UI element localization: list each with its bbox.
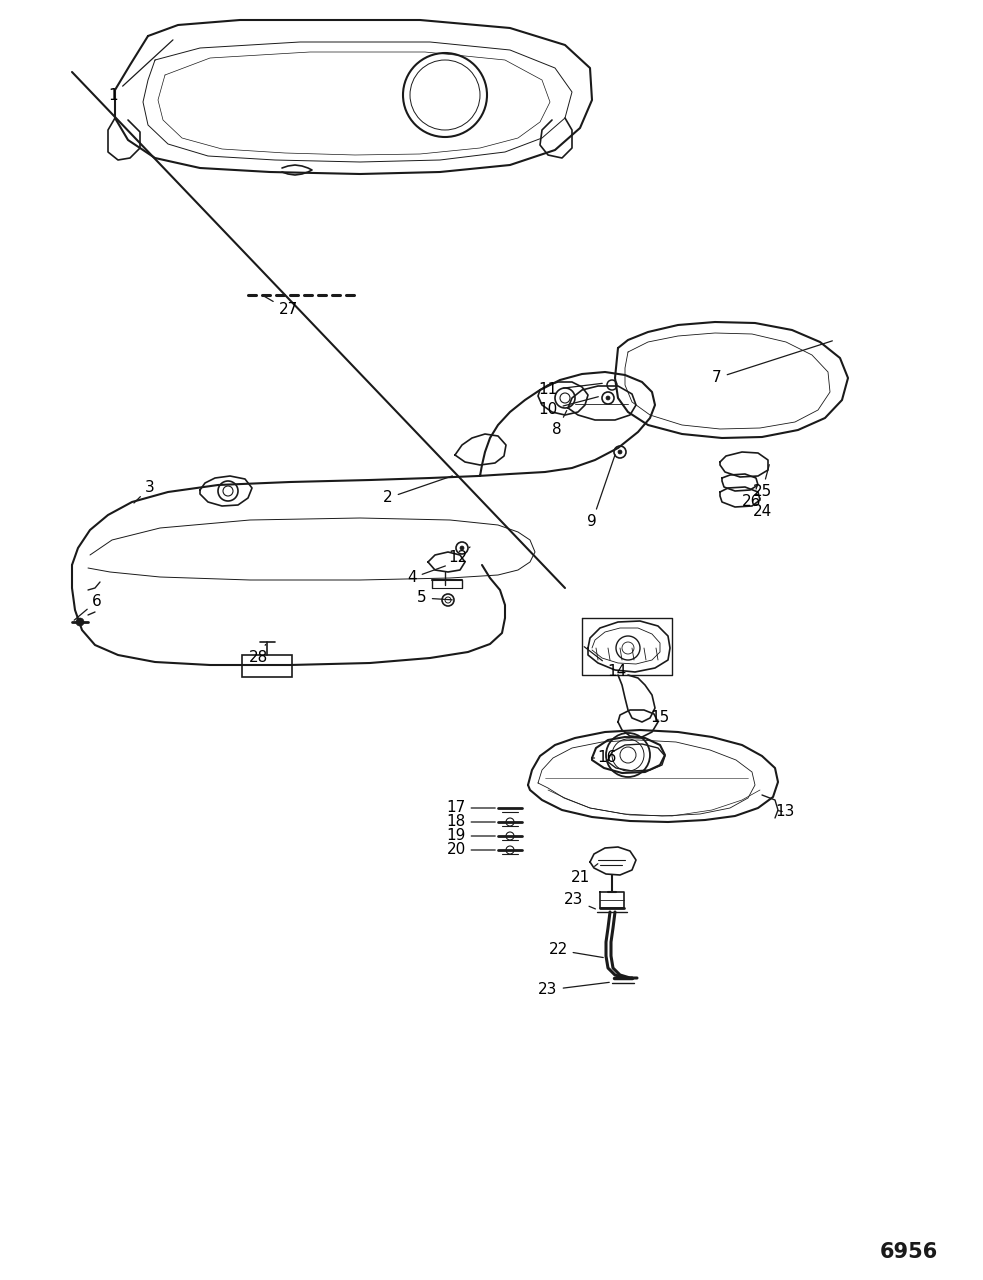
- Text: 5: 5: [417, 590, 452, 605]
- Text: 23: 23: [539, 982, 609, 997]
- Text: 19: 19: [446, 828, 495, 844]
- Text: 1: 1: [108, 40, 173, 102]
- Text: 2: 2: [383, 476, 452, 506]
- Text: 21: 21: [570, 864, 598, 886]
- Text: 27: 27: [264, 297, 298, 317]
- Text: 22: 22: [549, 942, 604, 957]
- Bar: [242, 655, 292, 677]
- Text: 28: 28: [249, 644, 267, 666]
- Text: 25: 25: [752, 465, 772, 499]
- Text: 17: 17: [446, 800, 495, 815]
- Text: 24: 24: [752, 498, 772, 520]
- Text: 16: 16: [592, 750, 616, 765]
- Text: 12: 12: [448, 547, 470, 566]
- Text: 4: 4: [407, 566, 445, 585]
- Circle shape: [460, 547, 464, 550]
- Text: 13: 13: [776, 805, 794, 819]
- Text: 26: 26: [742, 485, 762, 509]
- Text: 15: 15: [651, 710, 669, 726]
- Text: 11: 11: [539, 383, 603, 398]
- Text: 23: 23: [564, 892, 596, 909]
- Text: 6: 6: [74, 594, 102, 621]
- Text: 10: 10: [539, 397, 599, 417]
- Circle shape: [606, 396, 610, 399]
- Text: 18: 18: [446, 814, 495, 829]
- Circle shape: [76, 618, 84, 626]
- Text: 6956: 6956: [880, 1242, 938, 1262]
- Text: 9: 9: [587, 454, 615, 530]
- Text: 8: 8: [552, 411, 567, 438]
- Text: 14: 14: [584, 646, 626, 680]
- Circle shape: [618, 451, 622, 454]
- Text: 20: 20: [446, 842, 495, 858]
- Text: 3: 3: [134, 480, 155, 503]
- Text: 7: 7: [713, 340, 833, 385]
